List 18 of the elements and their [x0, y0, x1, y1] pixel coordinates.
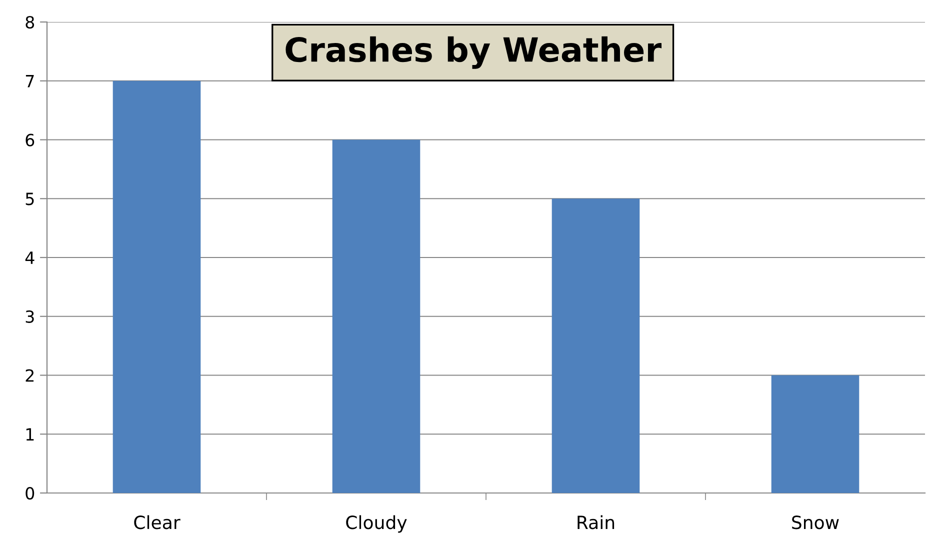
y-tick-label: 7	[26, 75, 34, 88]
bar	[552, 198, 640, 493]
x-tick-label: Cloudy	[346, 515, 407, 533]
y-tick-label: 8	[26, 16, 34, 29]
x-tick-label: Rain	[578, 515, 614, 530]
y-tick-label: 1	[26, 428, 34, 440]
chart-title: Crashes by Weather	[286, 36, 662, 69]
x-tick-label: Snow	[792, 516, 839, 530]
y-tick-label: 0	[26, 486, 34, 500]
bar	[112, 80, 201, 493]
y-tick-label: 4	[25, 252, 34, 264]
y-tick-label: 2	[26, 369, 34, 382]
x-tick-label: Clear	[134, 515, 180, 530]
bar	[332, 140, 420, 493]
y-tick-label: 3	[26, 310, 34, 323]
bar	[771, 375, 860, 493]
y-tick-label: 5	[26, 192, 34, 206]
y-tick-label: 6	[26, 134, 34, 146]
